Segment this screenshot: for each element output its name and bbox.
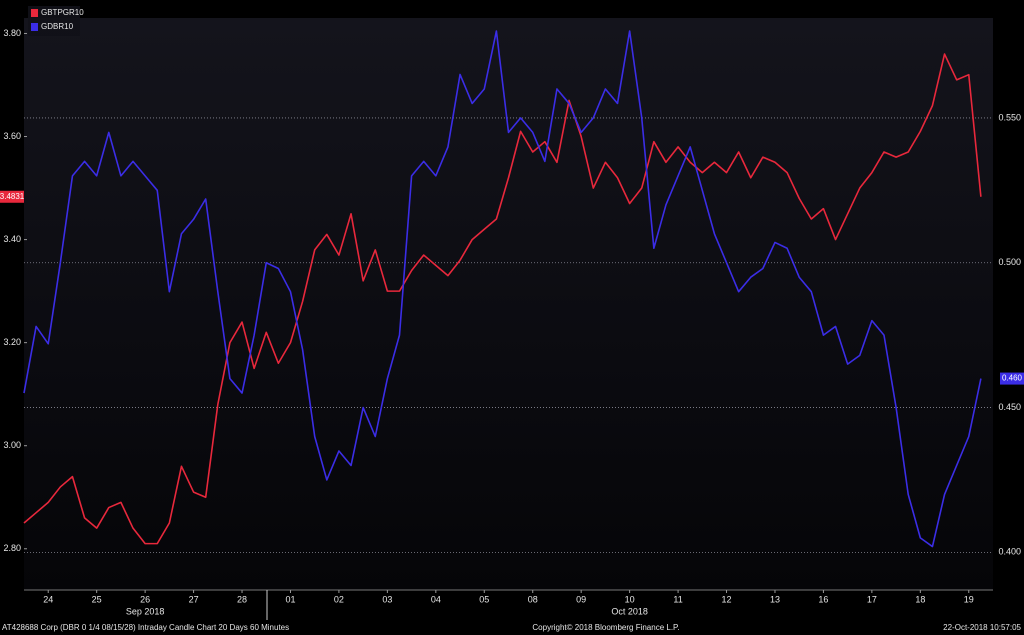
lines xyxy=(23,30,982,548)
x-tick-label: 26 xyxy=(140,594,150,604)
footer-left: AT428688 Corp (DBR 0 1/4 08/15/28) Intra… xyxy=(2,623,289,632)
y-tick-label: 3.00 xyxy=(3,440,21,450)
x-tick-label: 28 xyxy=(237,594,247,604)
x-group-label: Oct 2018 xyxy=(611,606,648,616)
x-tick-label: 13 xyxy=(770,594,780,604)
x-tick-label: 19 xyxy=(964,594,974,604)
x-tick-label: 17 xyxy=(867,594,877,604)
x-tick-label: 08 xyxy=(528,594,538,604)
x-tick-label: 09 xyxy=(576,594,586,604)
y-tick-label: 3.20 xyxy=(3,337,21,347)
y2-tick-label: 0.500 xyxy=(998,257,1021,267)
footer-right: 22-Oct-2018 10:57:05 xyxy=(943,623,1021,632)
plot-area xyxy=(24,18,993,590)
series-line xyxy=(23,30,982,548)
y2-tick-label: 0.550 xyxy=(998,112,1021,122)
y-tick-label: 3.60 xyxy=(3,131,21,141)
x-tick-label: 18 xyxy=(915,594,925,604)
x-tick-label: 27 xyxy=(189,594,199,604)
grid xyxy=(24,117,993,553)
x-tick-label: 25 xyxy=(92,594,102,604)
footer-center: Copyright© 2018 Bloomberg Finance L.P. xyxy=(532,623,679,632)
y2-tick-label: 0.450 xyxy=(998,402,1021,412)
last-value-label: 3.4831 xyxy=(0,192,25,201)
x-tick-label: 16 xyxy=(818,594,828,604)
x-tick-label: 02 xyxy=(334,594,344,604)
x-tick-label: 24 xyxy=(43,594,53,604)
last-value-label: 0.460 xyxy=(1002,374,1023,383)
x-tick-label: 12 xyxy=(722,594,732,604)
last-value-tag xyxy=(0,190,24,203)
y-tick-label: 3.80 xyxy=(3,28,21,38)
legend-label: GDBR10 xyxy=(41,22,74,31)
labels: 2.80 3.00 3.20 3.40 3.60 3.80 0.400 0.450 0.500 0… xyxy=(0,6,1024,616)
x-group-label: Sep 2018 xyxy=(126,606,165,616)
x-tick-label: 10 xyxy=(625,594,635,604)
legend-swatch xyxy=(31,23,38,31)
x-tick-label: 01 xyxy=(285,594,295,604)
x-tick-label: 03 xyxy=(382,594,392,604)
y2-tick-label: 0.400 xyxy=(998,547,1021,557)
last-value-tag xyxy=(1000,372,1024,385)
legend-label: GBTPGR10 xyxy=(41,8,84,17)
y-tick-label: 2.80 xyxy=(3,543,21,553)
series-line xyxy=(23,53,982,545)
y-tick-label: 3.40 xyxy=(3,234,21,244)
legend-swatch xyxy=(31,9,38,17)
x-tick-label: 05 xyxy=(479,594,489,604)
x-tick-label: 11 xyxy=(673,594,682,604)
x-tick-label: 04 xyxy=(431,594,441,604)
